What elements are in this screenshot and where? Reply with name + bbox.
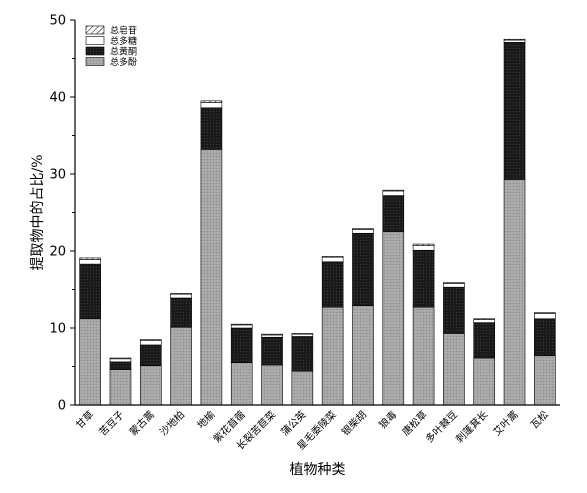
x-tick-label: 瓦松 xyxy=(528,408,551,431)
bar-segment xyxy=(200,100,223,103)
y-tick-label: 50 xyxy=(49,14,66,29)
bar-segment xyxy=(534,312,556,314)
bar-segment xyxy=(473,357,496,406)
bar-segment xyxy=(412,249,435,308)
bar-segment xyxy=(200,149,223,406)
bar-segment xyxy=(382,190,405,196)
y-tick-label: 20 xyxy=(49,245,66,260)
bar-segment xyxy=(139,344,162,367)
bar-segment xyxy=(139,339,162,341)
bar-segment xyxy=(503,39,526,43)
bar-segment xyxy=(261,336,283,366)
x-tick-label: 刺蓬萁长 xyxy=(454,409,491,446)
bar-segment xyxy=(200,102,223,109)
legend-swatch xyxy=(85,25,105,35)
bar-segment xyxy=(382,189,405,192)
bar-segment xyxy=(291,333,314,335)
bar-segment xyxy=(170,293,192,295)
bar-segment xyxy=(261,333,283,336)
x-tick-label: 狼毒 xyxy=(376,408,399,431)
bar-segment xyxy=(139,340,162,346)
bar-segment xyxy=(412,245,435,251)
bar-segment xyxy=(109,358,132,363)
bar-segment xyxy=(443,333,465,406)
bar-segment xyxy=(382,195,405,233)
bar-segment xyxy=(321,306,344,406)
bar-segment xyxy=(534,313,556,320)
bar-segment xyxy=(139,365,162,406)
bar-segment xyxy=(352,305,374,406)
bar-segment xyxy=(473,318,496,320)
bar-segment xyxy=(503,179,526,406)
x-tick-label: 地榆 xyxy=(194,408,217,431)
legend-label: 总皂苷 xyxy=(110,25,137,37)
bar-segment xyxy=(79,318,101,406)
legend-label: 总黄酮 xyxy=(110,46,137,58)
bar-segment xyxy=(473,319,496,323)
bar-segment xyxy=(534,318,556,357)
bar-segment xyxy=(473,322,496,359)
bar-segment xyxy=(109,357,132,360)
bar-segment xyxy=(321,261,344,308)
x-tick-label: 甘草 xyxy=(73,408,96,431)
bar-segment xyxy=(170,326,192,406)
x-tick-label: 唐松草 xyxy=(399,408,429,438)
legend-label: 总多糖 xyxy=(110,35,137,47)
bar-segment xyxy=(443,286,465,334)
bar-segment xyxy=(412,306,435,406)
bar-segment xyxy=(79,257,101,260)
bar-segment xyxy=(170,293,192,299)
bar-segment xyxy=(291,333,314,337)
bar-segment xyxy=(352,229,374,234)
y-tick-label: 30 xyxy=(49,168,66,183)
legend-swatch xyxy=(85,57,105,66)
legend-swatch xyxy=(85,36,105,45)
bar-segment xyxy=(352,232,374,306)
bar-segment xyxy=(503,38,526,41)
bar-segment xyxy=(200,107,223,150)
bar-segment xyxy=(230,327,253,363)
bar-segment xyxy=(291,370,314,406)
bar-segment xyxy=(321,256,344,258)
y-tick-label: 40 xyxy=(49,91,66,106)
bar-segment xyxy=(321,256,344,263)
x-tick-label: 苦豆子 xyxy=(96,408,126,438)
x-tick-label: 多叶棘豆 xyxy=(423,408,460,445)
legend-label: 总多酚 xyxy=(110,56,137,68)
x-tick-label: 沙地柏 xyxy=(157,408,187,438)
bar-segment xyxy=(170,297,192,328)
y-tick-label: 0 xyxy=(58,399,66,414)
x-tick-label: 银柴胡 xyxy=(339,408,369,438)
bar-segment xyxy=(230,362,253,406)
y-tick-label: 10 xyxy=(49,322,66,337)
y-axis-title: 提取物中的占比/% xyxy=(30,154,46,270)
bar-segment xyxy=(230,324,253,329)
bar-segment xyxy=(412,243,435,246)
bar-segment xyxy=(109,361,132,370)
x-tick-label: 蒙古蒿 xyxy=(126,408,156,438)
bar-segment xyxy=(291,336,314,372)
bar-segment xyxy=(79,263,101,320)
bar-segment xyxy=(352,228,374,230)
bar-segment xyxy=(382,231,405,406)
bar-segment xyxy=(443,283,465,288)
x-tick-label: 蒲公英 xyxy=(278,408,308,438)
legend-swatch xyxy=(85,46,105,56)
bar-segment xyxy=(79,259,101,265)
bar-segment xyxy=(443,282,465,284)
bar-segment xyxy=(261,334,283,338)
bar-segment xyxy=(503,42,526,180)
bar-segment xyxy=(261,364,283,406)
x-axis-title: 植物种类 xyxy=(290,462,346,478)
bar-segment xyxy=(534,355,556,406)
bar-segment xyxy=(109,369,132,406)
x-tick-label: 艾叶蒿 xyxy=(491,409,521,439)
bar-segment xyxy=(230,323,253,326)
